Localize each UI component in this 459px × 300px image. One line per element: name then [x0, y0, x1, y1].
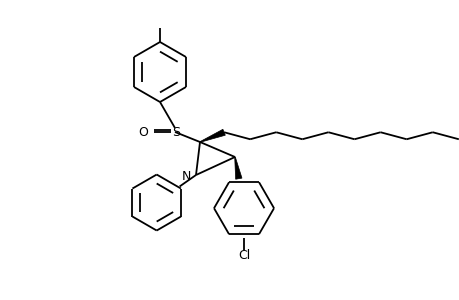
Text: Cl: Cl: [237, 249, 250, 262]
Text: S: S: [172, 125, 179, 139]
Polygon shape: [200, 129, 225, 142]
Polygon shape: [234, 157, 241, 179]
Text: O: O: [138, 125, 148, 139]
Text: N: N: [181, 170, 190, 184]
